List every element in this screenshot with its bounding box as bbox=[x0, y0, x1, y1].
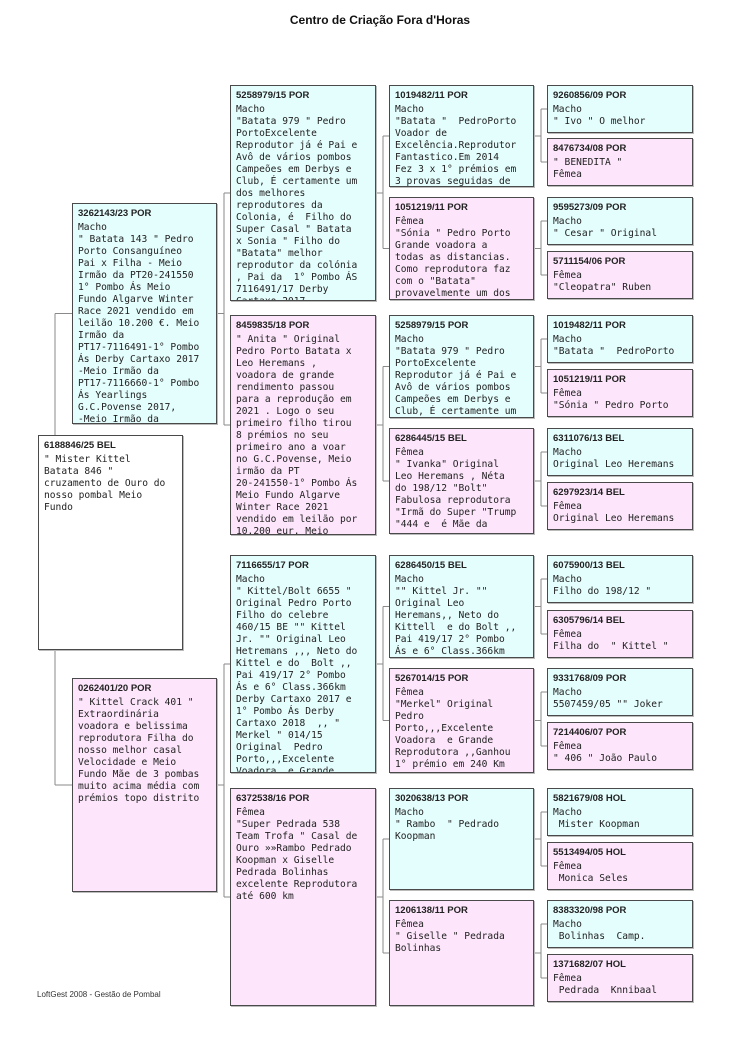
page-title: Centro de Criação Fora d'Horas bbox=[289, 13, 471, 27]
pigeon-description: Fêmea " 406 " João Paulo bbox=[553, 741, 657, 764]
ring-number: 5258979/15 POR bbox=[395, 320, 469, 331]
footer-credit: LoftGest 2008 - Gestão de Pombal bbox=[37, 990, 161, 999]
ring-number: 8459835/18 POR bbox=[236, 320, 310, 331]
ancestor-box: 7214406/07 POR Fêmea " 406 " João Paulo bbox=[547, 722, 693, 770]
pigeon-description: " BENEDITA " Fêmea bbox=[553, 157, 623, 180]
ring-number: 0262401/20 POR bbox=[78, 683, 152, 694]
ancestor-box: 1371682/07 HOL Fêmea Pedrada Knnibaal bbox=[547, 954, 693, 1002]
pigeon-description: Macho " Batata 143 " Pedro Porto Consang… bbox=[78, 222, 200, 424]
ring-number: 1371682/07 HOL bbox=[553, 959, 626, 970]
ancestor-box: 0262401/20 POR " Kittel Crack 401 " Extra… bbox=[72, 678, 217, 892]
ring-number: 1019482/11 POR bbox=[395, 90, 468, 101]
ancestor-box: 3020638/13 POR Macho " Rambo " Pedrado Ko… bbox=[389, 788, 534, 890]
ancestor-box: 1019482/11 POR Macho "Batata " PedroPorto… bbox=[389, 85, 534, 187]
ancestor-box: 3262143/23 POR Macho " Batata 143 " Pedro… bbox=[72, 203, 217, 424]
ring-number: 5711154/06 POR bbox=[553, 256, 626, 267]
ring-number: 6075900/13 BEL bbox=[553, 560, 625, 571]
ancestor-box: 1206138/11 POR Fêmea " Giselle " Pedrada … bbox=[389, 900, 534, 1006]
ancestor-box: 8459835/18 POR " Anita " Original Pedro P… bbox=[230, 315, 376, 535]
ancestor-box: 6286450/15 BEL Macho "" Kittel Jr. "" Ori… bbox=[389, 555, 534, 658]
pigeon-description: " Mister Kittel Batata 846 " cruzamento … bbox=[44, 454, 166, 513]
pigeon-description: Fêmea "Merkel" Original Pedro Porto,,,Ex… bbox=[395, 687, 511, 770]
ancestor-box: 6305796/14 BEL Fêmea Filha do " Kittel " bbox=[547, 610, 693, 658]
ancestor-box: 9331768/09 POR Macho 5507459/05 "" Joker bbox=[547, 668, 693, 716]
ring-number: 6297923/14 BEL bbox=[553, 487, 625, 498]
ancestor-box: 6297923/14 BEL Fêmea Original Leo Hereman… bbox=[547, 482, 693, 530]
ancestor-box: 5267014/15 POR Fêmea "Merkel" Original Pe… bbox=[389, 668, 534, 773]
pigeon-description: Fêmea "Sónia " Pedro Porto bbox=[553, 388, 669, 411]
subject-pigeon-box: 6188846/25 BEL " Mister Kittel Batata 846… bbox=[38, 435, 183, 650]
ancestor-box: 6372538/16 POR Fêmea "Super Pedrada 538 T… bbox=[230, 788, 376, 1006]
ring-number: 7214406/07 POR bbox=[553, 727, 627, 738]
pigeon-description: Macho "Batata " PedroPorto Voador de Exc… bbox=[395, 104, 517, 187]
pigeon-description: Macho " Kittel/Bolt 6655 " Original Pedr… bbox=[236, 574, 358, 773]
pigeon-description: " Kittel Crack 401 " Extraordinária voad… bbox=[78, 697, 200, 804]
pigeon-description: Macho " Ivo " O melhor bbox=[553, 104, 646, 127]
pigeon-description: Macho " Cesar " Original bbox=[553, 216, 657, 239]
ancestor-box: 1051219/11 POR Fêmea "Sónia " Pedro Porto bbox=[547, 369, 693, 417]
ring-number: 6305796/14 BEL bbox=[553, 615, 625, 626]
pigeon-description: Macho Mister Koopman bbox=[553, 807, 640, 830]
ring-number: 6311076/13 BEL bbox=[553, 433, 625, 444]
ring-number: 5513494/05 HOL bbox=[553, 847, 626, 858]
ring-number: 5267014/15 POR bbox=[395, 673, 469, 684]
ring-number: 7116655/17 POR bbox=[236, 560, 309, 571]
ring-number: 1051219/11 POR bbox=[395, 202, 468, 213]
ring-number: 6286450/15 BEL bbox=[395, 560, 467, 571]
pigeon-description: Macho "Batata 979 " Pedro PortoExcelente… bbox=[236, 104, 358, 300]
pigeon-description: Macho Filho do 198/12 " bbox=[553, 574, 652, 597]
pigeon-description: Fêmea " Ivanka" Original Leo Heremans , … bbox=[395, 447, 517, 530]
ring-number: 9331768/09 POR bbox=[553, 673, 627, 684]
pigeon-description: Fêmea Pedrada Knnibaal bbox=[553, 973, 657, 996]
ring-number: 8476734/08 POR bbox=[553, 143, 627, 154]
ancestor-box: 5711154/06 POR Fêmea "Cleopatra" Ruben bbox=[547, 251, 693, 299]
pigeon-description: Macho Bolinhas Camp. bbox=[553, 919, 646, 942]
pigeon-description: Fêmea "Cleopatra" Ruben bbox=[553, 270, 652, 293]
ancestor-box: 5258979/15 POR Macho "Batata 979 " Pedro … bbox=[389, 315, 534, 418]
pigeon-description: Fêmea Filha do " Kittel " bbox=[553, 629, 669, 652]
ancestor-box: 9260856/09 POR Macho " Ivo " O melhor bbox=[547, 85, 693, 133]
pigeon-description: Fêmea " Giselle " Pedrada Bolinhas bbox=[395, 919, 505, 954]
ring-number: 3262143/23 POR bbox=[78, 208, 152, 219]
pigeon-description: Macho "" Kittel Jr. "" Original Leo Here… bbox=[395, 574, 517, 657]
ring-number: 6372538/16 POR bbox=[236, 793, 310, 804]
pigeon-description: Macho " Rambo " Pedrado Koopman bbox=[395, 807, 499, 842]
ring-number: 6286445/15 BEL bbox=[395, 433, 467, 444]
ancestor-box: 7116655/17 POR Macho " Kittel/Bolt 6655 "… bbox=[230, 555, 376, 773]
ring-number: 1019482/11 POR bbox=[553, 320, 626, 331]
pigeon-description: Fêmea Monica Seles bbox=[553, 861, 629, 884]
ring-number: 9260856/09 POR bbox=[553, 90, 627, 101]
ancestor-box: 1019482/11 POR Macho "Batata " PedroPorto bbox=[547, 315, 693, 363]
ancestor-box: 5258979/15 POR Macho "Batata 979 " Pedro … bbox=[230, 85, 376, 301]
pigeon-description: " Anita " Original Pedro Porto Batata x … bbox=[236, 334, 358, 535]
pigeon-description: Macho Original Leo Heremans bbox=[553, 447, 675, 470]
ancestor-box: 5513494/05 HOL Fêmea Monica Seles bbox=[547, 842, 693, 890]
ring-number: 6188846/25 BEL bbox=[44, 440, 116, 451]
ancestor-box: 6286445/15 BEL Fêmea " Ivanka" Original L… bbox=[389, 428, 534, 534]
pigeon-description: Macho "Batata " PedroPorto bbox=[553, 334, 675, 357]
ring-number: 1206138/11 POR bbox=[395, 905, 468, 916]
ring-number: 5821679/08 HOL bbox=[553, 793, 626, 804]
ancestor-box: 6311076/13 BEL Macho Original Leo Hereman… bbox=[547, 428, 693, 476]
pigeon-description: Macho 5507459/05 "" Joker bbox=[553, 687, 663, 710]
pigeon-description: Macho "Batata 979 " Pedro PortoExcelente… bbox=[395, 334, 517, 417]
ring-number: 8383320/98 POR bbox=[553, 905, 627, 916]
ancestor-box: 9595273/09 POR Macho " Cesar " Original bbox=[547, 197, 693, 245]
ring-number: 3020638/13 POR bbox=[395, 793, 469, 804]
ring-number: 5258979/15 POR bbox=[236, 90, 310, 101]
pigeon-description: Fêmea "Super Pedrada 538 Team Trofa " Ca… bbox=[236, 807, 358, 902]
ring-number: 1051219/11 POR bbox=[553, 374, 626, 385]
ancestor-box: 5821679/08 HOL Macho Mister Koopman bbox=[547, 788, 693, 836]
ancestor-box: 1051219/11 POR Fêmea "Sónia " Pedro Porto… bbox=[389, 197, 534, 300]
ring-number: 9595273/09 POR bbox=[553, 202, 627, 213]
pigeon-description: Fêmea "Sónia " Pedro Porto Grande voador… bbox=[395, 216, 511, 299]
ancestor-box: 6075900/13 BEL Macho Filho do 198/12 " bbox=[547, 555, 693, 603]
ancestor-box: 8383320/98 POR Macho Bolinhas Camp. bbox=[547, 900, 693, 948]
ancestor-box: 8476734/08 POR " BENEDITA " Fêmea bbox=[547, 138, 693, 186]
pigeon-description: Fêmea Original Leo Heremans bbox=[553, 501, 675, 524]
